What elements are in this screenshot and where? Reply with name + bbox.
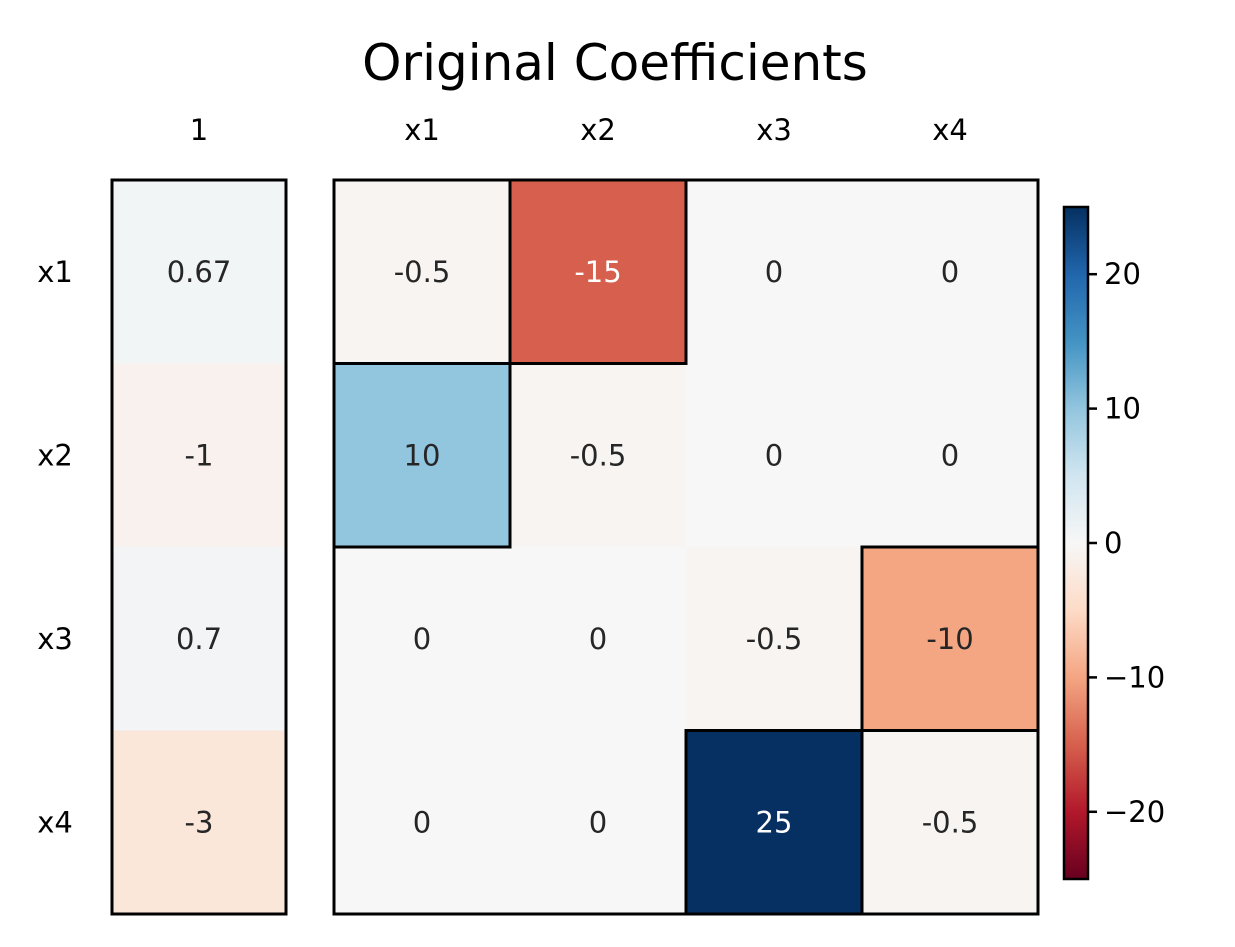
- matrix-column-label: x1: [404, 113, 440, 147]
- matrix-column-label: x2: [580, 113, 616, 147]
- colorbar-tick-label: 0: [1104, 526, 1122, 560]
- matrix-cell-label: -0.5: [394, 255, 451, 289]
- matrix-cell: [510, 547, 686, 731]
- colorbar-tick-label: −20: [1104, 795, 1165, 829]
- matrix-cell: [334, 180, 510, 364]
- row-label: x4: [37, 805, 73, 839]
- matrix-cell: [862, 363, 1038, 547]
- colorbar-tick-label: −10: [1104, 660, 1165, 694]
- intercept-cell: [112, 730, 286, 914]
- matrix-cell-label: -0.5: [746, 622, 803, 656]
- matrix-cell: [862, 180, 1038, 364]
- matrix-cell: [334, 547, 510, 731]
- matrix-cell: [510, 180, 686, 364]
- matrix-cell: [686, 363, 862, 547]
- matrix-cell: [510, 363, 686, 547]
- matrix-cell-label: 0: [941, 438, 959, 472]
- colorbar-tick-label: 10: [1104, 392, 1141, 426]
- intercept-cell-label: -1: [185, 438, 214, 472]
- colorbar-gradient: [1064, 207, 1088, 879]
- matrix-cell: [510, 730, 686, 914]
- matrix-cell-label: -15: [574, 255, 621, 289]
- row-label: x1: [37, 255, 73, 289]
- matrix-cell-label: 0: [765, 438, 783, 472]
- intercept-cell-label: -3: [185, 805, 214, 839]
- row-labels: x1 x2 x3 x4: [37, 255, 73, 840]
- intercept-cell: [112, 180, 286, 364]
- matrix-cell: [334, 730, 510, 914]
- matrix-cell-label: 0: [413, 805, 431, 839]
- matrix-cell: [686, 180, 862, 364]
- matrix-cell: [862, 730, 1038, 914]
- intercept-column-label: 1: [190, 113, 208, 147]
- matrix-cell: [686, 547, 862, 731]
- chart-title: Original Coefficients: [362, 34, 868, 92]
- matrix-cell-label: 0: [589, 622, 607, 656]
- row-label: x3: [37, 622, 73, 656]
- row-label: x2: [37, 438, 73, 472]
- matrix-cell-label: 25: [756, 805, 793, 839]
- intercept-frame: [110, 178, 288, 916]
- matrix-cell-label: -0.5: [570, 438, 627, 472]
- intercept-cell: [112, 363, 286, 547]
- matrix-cell-label: 0: [765, 255, 783, 289]
- coefficient-matrix-heatmap: -0.5 -15 0 0 10 -0.5 0 0 0 0 -0.5 -10 0 0 25 -0.5 x1 x2 x3…: [332, 113, 1040, 916]
- colorbar-tick-label: 20: [1104, 257, 1141, 291]
- matrix-cell-label: -10: [926, 622, 973, 656]
- intercept-heatmap: 0.67 -1 0.7 -3 1: [110, 113, 288, 916]
- matrix-cell-label: 0: [941, 255, 959, 289]
- intercept-cell: [112, 547, 286, 731]
- colorbar: 20 10 0 −10 −20: [1062, 205, 1165, 881]
- intercept-cell-label: 0.7: [176, 622, 222, 656]
- matrix-cell-label: 0: [413, 622, 431, 656]
- matrix-cell: [334, 363, 510, 547]
- matrix-column-label: x4: [932, 113, 968, 147]
- matrix-cell-label: 10: [404, 438, 441, 472]
- matrix-column-label: x3: [756, 113, 792, 147]
- matrix-cell: [862, 547, 1038, 731]
- intercept-cell-label: 0.67: [167, 255, 232, 289]
- matrix-cell-label: 0: [589, 805, 607, 839]
- matrix-frame: [332, 178, 1040, 916]
- matrix-cell: [686, 730, 862, 914]
- matrix-cell-label: -0.5: [922, 805, 979, 839]
